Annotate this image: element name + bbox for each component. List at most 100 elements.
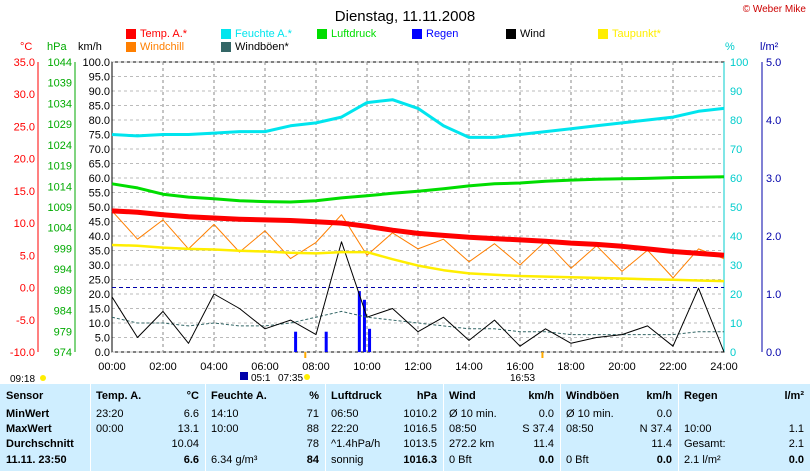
legend-swatch	[598, 29, 608, 39]
rain-tick-label: 2.0	[766, 231, 781, 243]
x-tick-label: 06:00	[251, 361, 279, 373]
weather-chart: Dienstag, 11.11.2008 °C hPa km/h% l/m² 35.0 30…	[10, 8, 781, 384]
series-line	[111, 98, 725, 139]
rain-tick-label: 4.0	[766, 115, 781, 127]
legend-label: Taupunkt*	[612, 28, 661, 40]
legend-item: Wind	[506, 28, 545, 40]
stats-value-gusts: N 37.4	[639, 423, 672, 435]
humidity-axis-label: %	[725, 41, 735, 53]
x-tick-label: 22:00	[659, 361, 687, 373]
stats-header-temp: Temp. A.	[96, 390, 142, 402]
x-tick-label: 20:00	[608, 361, 636, 373]
stats-row-avg: Durchschnitt	[6, 438, 74, 450]
pressure-tick-label: 1004	[48, 223, 72, 235]
x-tick-label: 18:00	[557, 361, 585, 373]
wind-tick-label: 5.0	[95, 333, 110, 345]
pressure-tick-label: 1034	[48, 98, 72, 110]
humidity-tick-label: 50	[730, 202, 742, 214]
x-tick-label: 12:00	[404, 361, 432, 373]
stats-col-gusts: Windböen km/h Ø 10 min. 0.0 08:50 N 37.4 11.4 0…	[560, 384, 679, 471]
sun-marker	[40, 375, 46, 381]
temp-tick-label: 10.0	[14, 218, 35, 230]
stats-label-rain: 2.1 l/m²	[684, 454, 721, 466]
stats-unit-rain: l/m²	[784, 390, 804, 402]
temp-tick-label: 20.0	[14, 154, 35, 166]
wind-tick-label: 75.0	[89, 130, 110, 142]
wind-tick-label: 100.0	[82, 57, 110, 69]
x-tick-label: 00:00	[98, 361, 126, 373]
temp-axis-label: °C	[20, 41, 32, 53]
rain-tick-label: 5.0	[766, 57, 781, 69]
x-tick-label: 24:00	[710, 361, 738, 373]
pressure-axis-label: hPa	[47, 41, 67, 53]
humidity-tick-label: 0	[730, 347, 736, 359]
stats-unit-humidity: %	[309, 390, 319, 402]
legend-label: Luftdruck	[331, 28, 377, 40]
sunrise-marker	[304, 374, 310, 380]
humidity-tick-label: 40	[730, 231, 742, 243]
stats-row-min: MinWert	[6, 408, 50, 420]
pressure-tick-label: 979	[54, 326, 72, 338]
wind-tick-label: 65.0	[89, 159, 110, 171]
wind-tick-label: 50.0	[89, 202, 110, 214]
series-line	[111, 243, 725, 283]
legend-swatch	[221, 29, 231, 39]
stats-label-gusts: Ø 10 min.	[566, 408, 614, 420]
legend-item: Taupunkt*	[598, 28, 661, 40]
x-tick-label: 04:00	[200, 361, 228, 373]
moon-icon	[240, 372, 248, 380]
rain-bar	[324, 331, 328, 352]
legend-label: Regen	[426, 28, 459, 40]
wind-tick-label: 85.0	[89, 101, 110, 113]
stats-header-sensor: Sensor	[6, 390, 44, 402]
stats-label-pressure: 06:50	[331, 408, 359, 420]
stats-value-temp: 13.1	[177, 423, 199, 435]
pressure-tick-label: 989	[54, 285, 72, 297]
stats-label-rain: 10:00	[684, 423, 712, 435]
legend-swatch	[126, 42, 136, 52]
stats-value-gusts: 11.4	[651, 438, 672, 450]
stats-label-humidity: 10:00	[211, 423, 239, 435]
rain-tick-label: 3.0	[766, 173, 781, 185]
stats-label-gusts: 0 Bft	[566, 454, 589, 466]
stats-value-pressure: 1016.3	[403, 454, 437, 466]
x-tick-label: 10:00	[353, 361, 381, 373]
wind-axis-label: km/h	[78, 41, 102, 53]
wind-tick-label: 55.0	[89, 188, 110, 200]
stats-value-temp: 6.6	[183, 454, 199, 466]
rain-bar	[362, 299, 366, 352]
legend-swatch	[506, 29, 516, 39]
stats-value-rain: 2.1	[788, 438, 804, 450]
wind-tick-label: 0.0	[95, 347, 110, 359]
x-tick-label: 14:00	[455, 361, 483, 373]
stats-value-wind: 11.4	[533, 438, 554, 450]
pressure-tick-label: 1024	[48, 140, 72, 152]
stats-header-wind: Wind	[449, 390, 476, 402]
stats-label-humidity: 6.34 g/m³	[211, 454, 258, 466]
stats-value-rain: 1.1	[788, 423, 804, 435]
stats-value-gusts: 0.0	[656, 454, 672, 466]
pressure-tick-label: 1014	[48, 181, 72, 193]
stats-row-max: MaxWert	[6, 423, 52, 435]
stats-header-gusts: Windböen	[566, 390, 620, 402]
legend-item: Feuchte A.*	[221, 28, 292, 40]
stats-label-pressure: ^1.4hPa/h	[331, 438, 381, 450]
stats-table: Sensor MinWert MaxWert Durchschnitt 11.1…	[0, 384, 810, 471]
stats-value-humidity: 84	[306, 454, 319, 466]
stats-value-temp: 10.04	[171, 438, 199, 450]
stats-col-wind: Wind km/h Ø 10 min. 0.0 08:50 S 37.4 272.2 km 1…	[443, 384, 561, 471]
stats-value-wind: S 37.4	[522, 423, 554, 435]
stats-value-rain: 0.0	[788, 454, 804, 466]
rain-tick-label: 1.0	[766, 289, 781, 301]
wind-tick-label: 10.0	[89, 318, 110, 330]
stats-header-pressure: Luftdruck	[331, 390, 382, 402]
series-line	[111, 241, 725, 353]
stats-label-wind: 272.2 km	[449, 438, 495, 450]
stats-unit-wind: km/h	[528, 390, 554, 402]
pressure-tick-label: 1029	[48, 119, 72, 131]
temp-tick-label: 35.0	[14, 57, 35, 69]
series-line	[111, 310, 724, 336]
rain-bar	[294, 331, 298, 352]
wind-tick-label: 35.0	[89, 246, 110, 258]
humidity-tick-label: 30	[730, 260, 742, 272]
